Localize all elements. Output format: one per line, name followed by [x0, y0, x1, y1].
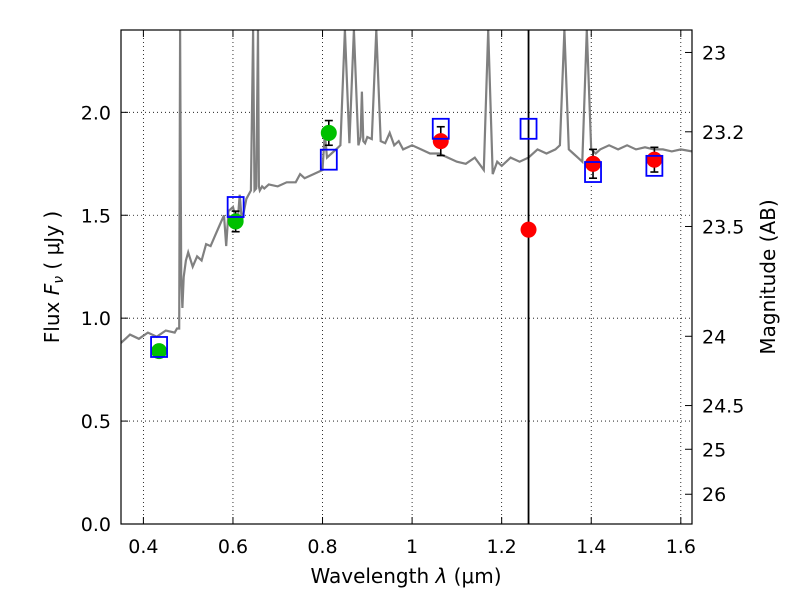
y-axis-label: Flux Fν ( μJy )	[40, 211, 67, 343]
model-square-marker	[584, 161, 602, 183]
x-tick-label: 1	[406, 536, 418, 558]
y-tick-label: 0.0	[81, 514, 111, 536]
y-axis-ticks: 0.0 0.5 1.0 1.5 2.0	[81, 102, 128, 536]
magnitude-tick-label: 24	[702, 326, 726, 348]
plot-frame	[120, 29, 693, 525]
x-tick-label: 1.2	[487, 536, 517, 558]
spectrum-line	[121, 30, 692, 344]
red-data-point	[520, 221, 537, 238]
model-square-marker	[226, 196, 245, 218]
x-axis-label-lambda: λ	[434, 564, 447, 588]
y-axis-label-subscript: ν	[51, 276, 67, 284]
x-tick-label: 0.8	[307, 536, 337, 558]
green-data-point	[320, 124, 337, 141]
x-axis-label: Wavelength λ (μm)	[310, 564, 501, 588]
model-square-marker	[519, 117, 538, 140]
x-tick-label: 0.6	[218, 536, 248, 558]
y-axis-label-symbol: F	[40, 283, 64, 295]
y-tick-label: 1.5	[81, 205, 111, 227]
magnitude-tick-label: 25	[702, 439, 726, 461]
magnitude-axis-label: Magnitude (AB)	[756, 199, 780, 354]
y-axis-label-unit: ( μJy )	[40, 211, 64, 276]
model-square-marker	[150, 336, 168, 358]
magnitude-axis-ticks: 23 23.2 23.5 24 24.5 25 26	[685, 42, 744, 506]
x-tick-label: 0.4	[128, 536, 158, 558]
magnitude-tick-label: 26	[702, 484, 726, 506]
red-data-point	[646, 151, 663, 168]
x-axis-label-prefix: Wavelength	[310, 564, 435, 588]
model-square-marker	[431, 117, 450, 140]
x-axis-ticks: 0.4 0.6 0.8 1 1.2 1.4 1.6	[128, 30, 696, 558]
y-tick-label: 0.5	[81, 411, 111, 433]
spectrum-curve	[121, 30, 692, 344]
magnitude-tick-label: 23	[702, 42, 726, 64]
magnitude-tick-label: 23.2	[702, 122, 744, 144]
x-axis-label-unit: (μm)	[447, 564, 501, 588]
x-tick-label: 1.4	[576, 536, 606, 558]
y-tick-label: 1.0	[81, 308, 111, 330]
magnitude-tick-label: 23.5	[702, 216, 744, 238]
model-square-marker	[319, 148, 338, 171]
red-data-point	[585, 155, 602, 172]
model-square-marker	[645, 154, 664, 177]
y-axis-label-prefix: Flux	[40, 295, 64, 343]
data-markers	[150, 117, 664, 360]
magnitude-tick-label: 24.5	[702, 396, 744, 418]
grid-lines	[121, 30, 692, 525]
y-tick-label: 2.0	[81, 102, 111, 124]
x-tick-label: 1.6	[666, 536, 696, 558]
red-data-point	[432, 133, 449, 150]
